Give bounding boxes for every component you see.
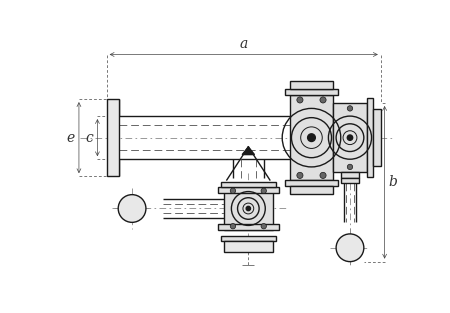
Circle shape <box>336 234 364 262</box>
Bar <box>367 98 373 177</box>
Bar <box>341 178 359 183</box>
Circle shape <box>297 172 303 178</box>
Circle shape <box>347 164 353 170</box>
Bar <box>107 99 119 176</box>
Circle shape <box>230 188 236 193</box>
Circle shape <box>246 206 251 211</box>
Circle shape <box>297 97 303 103</box>
Bar <box>224 187 273 230</box>
Text: c: c <box>86 131 94 145</box>
Bar <box>285 180 338 186</box>
Bar <box>373 109 381 166</box>
Bar <box>290 186 333 194</box>
Bar <box>217 187 279 193</box>
Bar <box>224 241 273 252</box>
Circle shape <box>261 223 266 229</box>
Circle shape <box>320 172 326 178</box>
Bar <box>333 103 367 172</box>
Text: a: a <box>239 37 248 51</box>
Bar <box>290 81 333 89</box>
Text: e: e <box>67 131 75 145</box>
Text: b: b <box>388 175 397 189</box>
Bar <box>290 95 333 180</box>
Circle shape <box>320 97 326 103</box>
Circle shape <box>347 106 353 111</box>
Bar <box>285 89 338 95</box>
Bar <box>220 182 276 187</box>
Circle shape <box>308 134 315 141</box>
Circle shape <box>230 223 236 229</box>
Circle shape <box>118 195 146 222</box>
Bar <box>341 172 359 178</box>
Bar <box>220 236 276 241</box>
Circle shape <box>347 135 353 140</box>
Polygon shape <box>242 147 255 155</box>
Bar <box>217 224 279 230</box>
Circle shape <box>261 188 266 193</box>
